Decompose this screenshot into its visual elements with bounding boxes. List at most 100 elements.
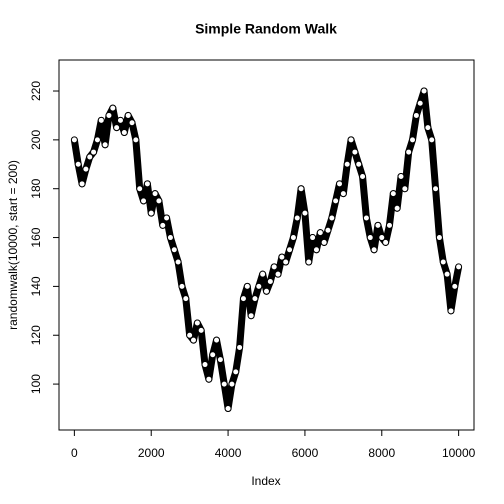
point <box>255 282 263 290</box>
point <box>174 258 182 266</box>
point <box>282 258 290 266</box>
point <box>316 229 324 237</box>
point <box>278 253 286 261</box>
y-tick-label: 120 <box>29 325 43 345</box>
point <box>309 234 317 242</box>
point <box>166 234 174 242</box>
point <box>351 148 359 156</box>
point <box>439 258 447 266</box>
point <box>170 246 178 254</box>
point <box>297 185 305 193</box>
point <box>266 278 274 286</box>
x-tick-label: 0 <box>71 446 78 460</box>
point <box>220 380 228 388</box>
y-tick-label: 140 <box>29 276 43 296</box>
point <box>120 129 128 137</box>
point <box>151 190 159 198</box>
point <box>270 263 278 271</box>
point <box>216 356 224 364</box>
point <box>239 295 247 303</box>
point <box>374 221 382 229</box>
point <box>70 136 78 144</box>
y-tick-label: 180 <box>29 178 43 198</box>
point <box>143 180 151 188</box>
x-tick-label: 4000 <box>215 446 242 460</box>
point <box>370 246 378 254</box>
point <box>393 204 401 212</box>
point <box>339 190 347 198</box>
point <box>451 282 459 290</box>
point <box>362 214 370 222</box>
point <box>116 116 124 124</box>
point <box>420 87 428 95</box>
point <box>424 124 432 132</box>
point <box>378 234 386 242</box>
point <box>382 238 390 246</box>
point <box>178 282 186 290</box>
point <box>86 153 94 161</box>
point <box>385 221 393 229</box>
y-tick-label: 100 <box>29 374 43 394</box>
point <box>455 263 463 271</box>
point <box>132 136 140 144</box>
point <box>213 336 221 344</box>
point <box>109 104 117 112</box>
point <box>289 234 297 242</box>
point <box>343 160 351 168</box>
point <box>293 214 301 222</box>
point <box>305 258 313 266</box>
plot-box <box>58 59 475 431</box>
y-axis-label: randomwalk(10000, start = 200) <box>6 160 20 330</box>
point <box>201 361 209 369</box>
point <box>232 368 240 376</box>
point <box>128 119 136 127</box>
point <box>259 270 267 278</box>
y-tick-label: 160 <box>29 227 43 247</box>
point <box>405 148 413 156</box>
x-tick-label: 10000 <box>442 446 476 460</box>
point <box>147 209 155 217</box>
x-tick-label: 6000 <box>292 446 319 460</box>
point <box>228 380 236 388</box>
x-tick-label: 2000 <box>138 446 165 460</box>
point <box>274 270 282 278</box>
point <box>428 136 436 144</box>
chart-title: Simple Random Walk <box>195 21 337 37</box>
point <box>182 295 190 303</box>
point <box>197 326 205 334</box>
point <box>397 172 405 180</box>
point <box>328 214 336 222</box>
point <box>101 141 109 149</box>
x-axis-label: Index <box>251 474 280 488</box>
point <box>416 99 424 107</box>
point <box>105 111 113 119</box>
point <box>124 111 132 119</box>
point <box>347 136 355 144</box>
point <box>412 111 420 119</box>
point <box>205 375 213 383</box>
point <box>336 180 344 188</box>
point <box>286 246 294 254</box>
point <box>189 336 197 344</box>
point <box>263 287 270 295</box>
point <box>74 160 82 168</box>
point <box>163 214 171 222</box>
point <box>155 197 163 205</box>
point <box>409 136 417 144</box>
y-tick-label: 200 <box>29 130 43 150</box>
point <box>401 185 409 193</box>
point <box>186 331 194 339</box>
point <box>359 172 367 180</box>
y-tick-label: 220 <box>29 81 43 101</box>
point <box>443 270 451 278</box>
point <box>236 343 244 351</box>
point <box>324 226 332 234</box>
point <box>82 165 90 173</box>
point <box>355 160 363 168</box>
point <box>113 124 121 132</box>
point <box>93 136 101 144</box>
x-tick-label: 8000 <box>368 446 395 460</box>
point <box>332 197 340 205</box>
point <box>312 246 320 254</box>
